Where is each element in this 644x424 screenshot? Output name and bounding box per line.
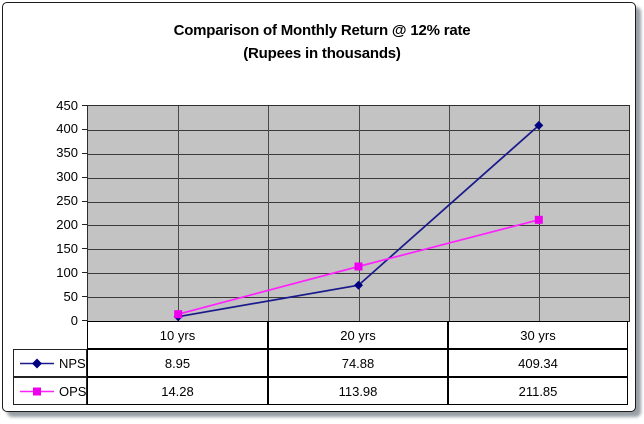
ops-line-marker-icon	[20, 387, 54, 395]
ops-value-10yrs: 14.28	[87, 377, 268, 405]
y-axis-tick-label: 300	[56, 169, 78, 185]
gridline-vertical	[358, 106, 360, 321]
y-axis-tick-mark	[82, 128, 87, 130]
gridline-vertical	[178, 106, 180, 321]
diamond-marker-nps	[354, 280, 363, 290]
gridline-vertical	[448, 106, 450, 321]
nps-value-30yrs: 409.34	[448, 349, 628, 377]
square-marker-ops	[534, 215, 543, 224]
nps-line-marker-icon	[20, 358, 54, 368]
x-axis-label-30yrs: 30 yrs	[448, 321, 628, 349]
ops-value-20yrs: 113.98	[268, 377, 448, 405]
y-axis-tick-mark	[82, 152, 87, 154]
data-table: 10 yrs 20 yrs 30 yrs NPS 8.95 74.88 409.…	[13, 321, 628, 405]
y-axis-tick-mark	[82, 296, 87, 298]
y-axis-tick-mark	[82, 224, 87, 226]
legend-key-ops: OPS	[13, 377, 87, 405]
gridline-vertical	[268, 106, 270, 321]
chart-subtitle: (Rupees in thousands)	[243, 45, 401, 62]
x-axis-label-10yrs: 10 yrs	[87, 321, 268, 349]
nps-value-10yrs: 8.95	[87, 349, 268, 377]
chart-title-block: Comparison of Monthly Return @ 12% rate …	[0, 19, 644, 65]
series-label-nps: NPS	[59, 355, 86, 371]
square-marker-ops	[354, 262, 363, 271]
nps-value-20yrs: 74.88	[268, 349, 448, 377]
y-axis-tick-label: 250	[56, 193, 78, 209]
y-axis-tick-mark	[82, 105, 87, 106]
y-axis-tick-label: 0	[70, 312, 78, 328]
chart-title: Comparison of Monthly Return @ 12% rate	[173, 22, 471, 39]
plot-area	[87, 105, 630, 322]
y-axis-tick-mark	[82, 200, 87, 202]
gridline-vertical	[538, 106, 540, 321]
y-axis-tick-label: 400	[56, 121, 78, 137]
y-axis-tick-label: 100	[56, 264, 78, 280]
diamond-marker-nps	[534, 120, 544, 130]
table-corner-blank	[13, 321, 87, 349]
series-layer	[173, 120, 544, 322]
legend-key-nps: NPS	[13, 349, 87, 377]
y-axis-tick-mark	[82, 320, 87, 321]
y-axis-tick-label: 350	[56, 145, 78, 161]
y-axis-tick-label: 450	[56, 97, 78, 113]
square-marker-ops	[174, 310, 183, 319]
y-axis-tick-label: 150	[56, 240, 78, 256]
y-axis-tick-mark	[82, 272, 87, 274]
y-axis-tick-mark	[82, 248, 87, 250]
y-axis-tick-label: 50	[63, 288, 78, 304]
x-axis-label-20yrs: 20 yrs	[268, 321, 448, 349]
series-label-ops: OPS	[59, 383, 87, 399]
y-axis-tick-mark	[82, 176, 87, 178]
ops-value-30yrs: 211.85	[448, 377, 628, 405]
y-axis-tick-label: 200	[56, 216, 78, 232]
